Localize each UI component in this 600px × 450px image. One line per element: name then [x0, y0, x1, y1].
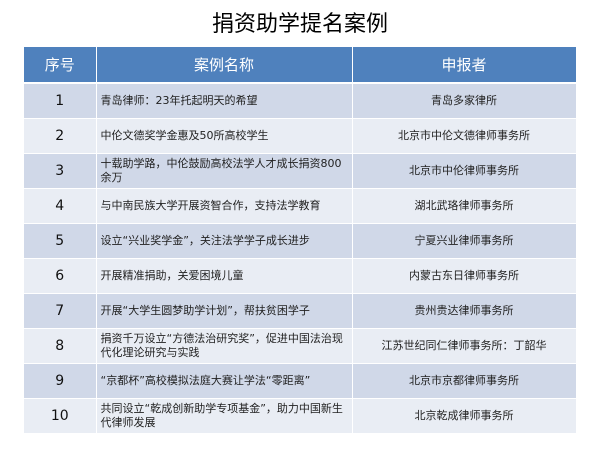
- table-row: 9 “京都杯”高校模拟法庭大赛让学法“零距离” 北京市京都律师事务所: [24, 363, 577, 399]
- row-number: 9: [24, 363, 97, 399]
- row-number: 2: [24, 118, 97, 154]
- case-name: 中伦文德奖学金惠及50所高校学生: [96, 118, 353, 154]
- row-number: 4: [24, 188, 97, 224]
- applicant: 青岛多家律所: [352, 83, 577, 119]
- applicant: 宁夏兴业律师事务所: [352, 223, 577, 259]
- table-row: 4 与中南民族大学开展资智合作，支持法学教育 湖北武珞律师事务所: [24, 188, 577, 224]
- applicant: 湖北武珞律师事务所: [352, 188, 577, 224]
- table-header-row: 序号 案例名称 申报者: [24, 47, 577, 84]
- case-name: 青岛律师：23年托起明天的希望: [96, 83, 353, 119]
- applicant: 北京市中伦律师事务所: [352, 153, 577, 189]
- case-name: 十载助学路，中伦鼓励高校法学人才成长捐资800余万: [96, 153, 353, 189]
- row-number: 10: [24, 398, 97, 434]
- header-org: 申报者: [352, 47, 577, 84]
- table-row: 3 十载助学路，中伦鼓励高校法学人才成长捐资800余万 北京市中伦律师事务所: [24, 153, 577, 189]
- cases-table: 序号 案例名称 申报者 1 青岛律师：23年托起明天的希望 青岛多家律所 2 中伦文德奖…: [24, 47, 577, 434]
- row-number: 3: [24, 153, 97, 189]
- row-number: 6: [24, 258, 97, 294]
- table-row: 10 共同设立“乾成创新助学专项基金”，助力中国新生代律师发展 北京乾成律师事务所: [24, 398, 577, 434]
- case-name: 开展“大学生圆梦助学计划”，帮扶贫困学子: [96, 293, 353, 329]
- page-title: 捐资助学提名案例: [211, 12, 388, 37]
- row-number: 8: [24, 328, 97, 364]
- applicant: 北京乾成律师事务所: [352, 398, 577, 434]
- applicant: 北京市中伦文德律师事务所: [352, 118, 577, 154]
- header-num: 序号: [24, 47, 97, 84]
- table-body: 1 青岛律师：23年托起明天的希望 青岛多家律所 2 中伦文德奖学金惠及50所高校学生北…: [24, 83, 577, 434]
- case-name: 设立“兴业奖学金”，关注法学学子成长进步: [96, 223, 353, 259]
- case-name: “京都杯”高校模拟法庭大赛让学法“零距离”: [96, 363, 353, 399]
- applicant: 内蒙古东日律师事务所: [352, 258, 577, 294]
- table-row: 5 设立“兴业奖学金”，关注法学学子成长进步 宁夏兴业律师事务所: [24, 223, 577, 259]
- case-name: 开展精准捐助，关爱困境儿童: [96, 258, 353, 294]
- table-row: 8 捐资千万设立“方德法治研究奖”，促进中国法治现代化理论研究与实践 江苏世纪同仁律…: [24, 328, 577, 364]
- row-number: 1: [24, 83, 97, 119]
- row-number: 5: [24, 223, 97, 259]
- table-row: 7 开展“大学生圆梦助学计划”，帮扶贫困学子 贵州贵达律师事务所: [24, 293, 577, 329]
- case-name: 共同设立“乾成创新助学专项基金”，助力中国新生代律师发展: [96, 398, 353, 434]
- table-row: 1 青岛律师：23年托起明天的希望 青岛多家律所: [24, 83, 577, 119]
- table-row: 6 开展精准捐助，关爱困境儿童 内蒙古东日律师事务所: [24, 258, 577, 294]
- case-name: 捐资千万设立“方德法治研究奖”，促进中国法治现代化理论研究与实践: [96, 328, 353, 364]
- header-name: 案例名称: [96, 47, 353, 84]
- applicant: 江苏世纪同仁律师事务所：丁韶华: [352, 328, 577, 364]
- case-name: 与中南民族大学开展资智合作，支持法学教育: [96, 188, 353, 224]
- table-row: 2 中伦文德奖学金惠及50所高校学生 北京市中伦文德律师事务所: [24, 118, 577, 154]
- row-number: 7: [24, 293, 97, 329]
- applicant: 北京市京都律师事务所: [352, 363, 577, 399]
- applicant: 贵州贵达律师事务所: [352, 293, 577, 329]
